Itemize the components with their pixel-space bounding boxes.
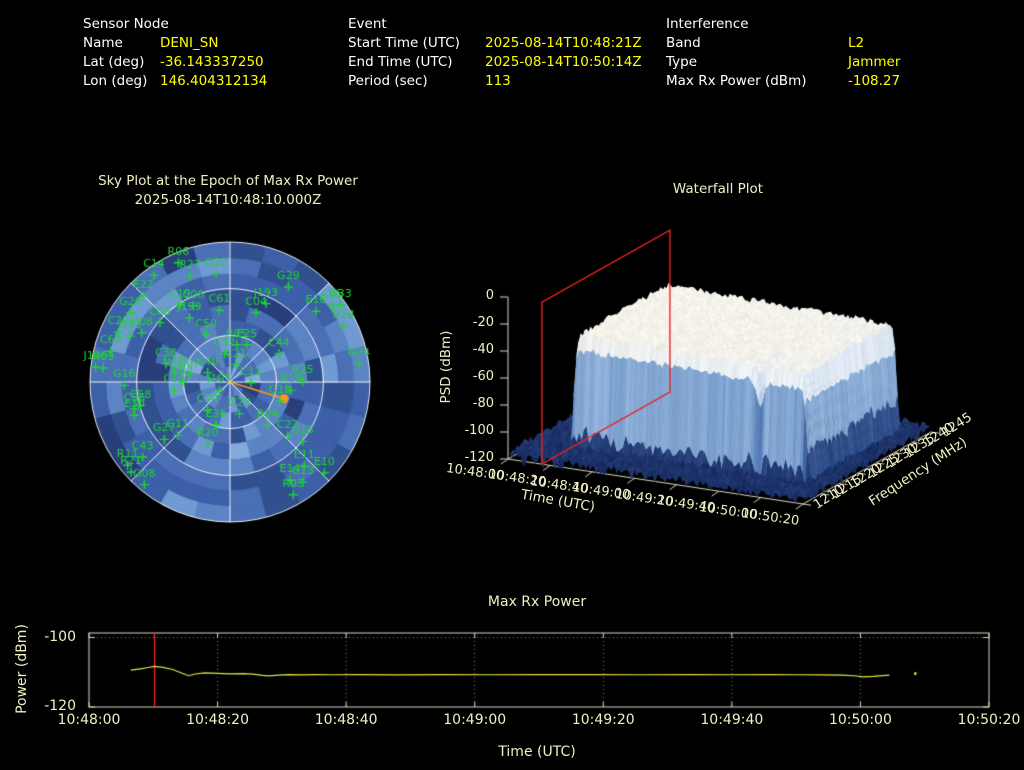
interference-heading: Interference — [666, 16, 749, 32]
power-x-axis-title: Time (UTC) — [498, 744, 576, 760]
event-period-value: 113 — [485, 73, 511, 89]
waterfall-z-axis-title: PSD (dBm) — [438, 330, 454, 404]
wf-psd-tick: -100 — [464, 423, 494, 438]
power-x-tick: 10:50:20 — [957, 712, 1021, 728]
sensor-lon-value: 146.404312134 — [160, 73, 268, 89]
power-x-tick: 10:48:20 — [186, 712, 249, 728]
sensor-name-value: DENI_SN — [160, 35, 219, 51]
interference-maxrx-value: -108.27 — [848, 73, 901, 89]
sensor-node-section: Sensor Node Name DENI_SN Lat (deg) -36.143… — [83, 15, 267, 91]
wf-psd-tick: -60 — [472, 369, 494, 384]
interference-band-value: L2 — [848, 35, 865, 51]
power-x-tick: 10:50:00 — [828, 712, 892, 728]
event-start-value: 2025-08-14T10:48:21Z — [485, 35, 642, 51]
wf-psd-tick: -40 — [472, 342, 494, 357]
sky-plot-canvas — [78, 230, 382, 534]
sky-plot-title-line2: 2025-08-14T10:48:10.000Z — [134, 192, 322, 208]
sensor-lon-label: Lon (deg) — [83, 73, 148, 89]
power-x-tick: 10:49:00 — [443, 712, 507, 728]
power-y-tick: -120 — [44, 698, 76, 714]
interference-type-value: Jammer — [848, 54, 901, 70]
sky-plot-title-line1: Sky Plot at the Epoch of Max Rx Power — [98, 173, 358, 189]
event-start-label: Start Time (UTC) — [348, 35, 460, 51]
wf-psd-tick: -120 — [464, 450, 494, 465]
power-x-tick: 10:48:40 — [314, 712, 378, 728]
interference-maxrx-label: Max Rx Power (dBm) — [666, 73, 807, 89]
sensor-node-heading: Sensor Node — [83, 16, 169, 32]
event-end-value: 2025-08-14T10:50:14Z — [485, 54, 642, 70]
sky-plot-title: Sky Plot at the Epoch of Max Rx Power 20… — [48, 172, 408, 210]
sensor-lat-label: Lat (deg) — [83, 54, 145, 70]
sensor-lat-value: -36.143337250 — [160, 54, 264, 70]
power-x-tick: 10:48:00 — [57, 712, 121, 728]
power-x-tick: 10:49:20 — [571, 712, 635, 728]
power-plot-canvas — [0, 580, 1024, 770]
event-section: Event Start Time (UTC) 2025-08-14T10:48:2… — [348, 15, 642, 91]
event-period-label: Period (sec) — [348, 73, 428, 89]
event-heading: Event — [348, 16, 387, 32]
interference-section: Interference Band L2 Type Jammer Max Rx Po… — [666, 15, 900, 91]
sensor-name-label: Name — [83, 35, 123, 51]
interference-band-label: Band — [666, 35, 701, 51]
waterfall-canvas — [420, 205, 1000, 540]
power-y-axis-title: Power (dBm) — [14, 624, 30, 714]
event-end-label: End Time (UTC) — [348, 54, 453, 70]
power-y-tick: -100 — [44, 628, 76, 645]
interference-type-label: Type — [666, 54, 698, 70]
wf-psd-tick: 0 — [485, 288, 494, 303]
power-x-tick: 10:49:40 — [700, 712, 764, 728]
wf-psd-tick: -80 — [472, 396, 494, 411]
waterfall-title: Waterfall Plot — [672, 181, 764, 197]
wf-psd-tick: -20 — [472, 315, 494, 330]
